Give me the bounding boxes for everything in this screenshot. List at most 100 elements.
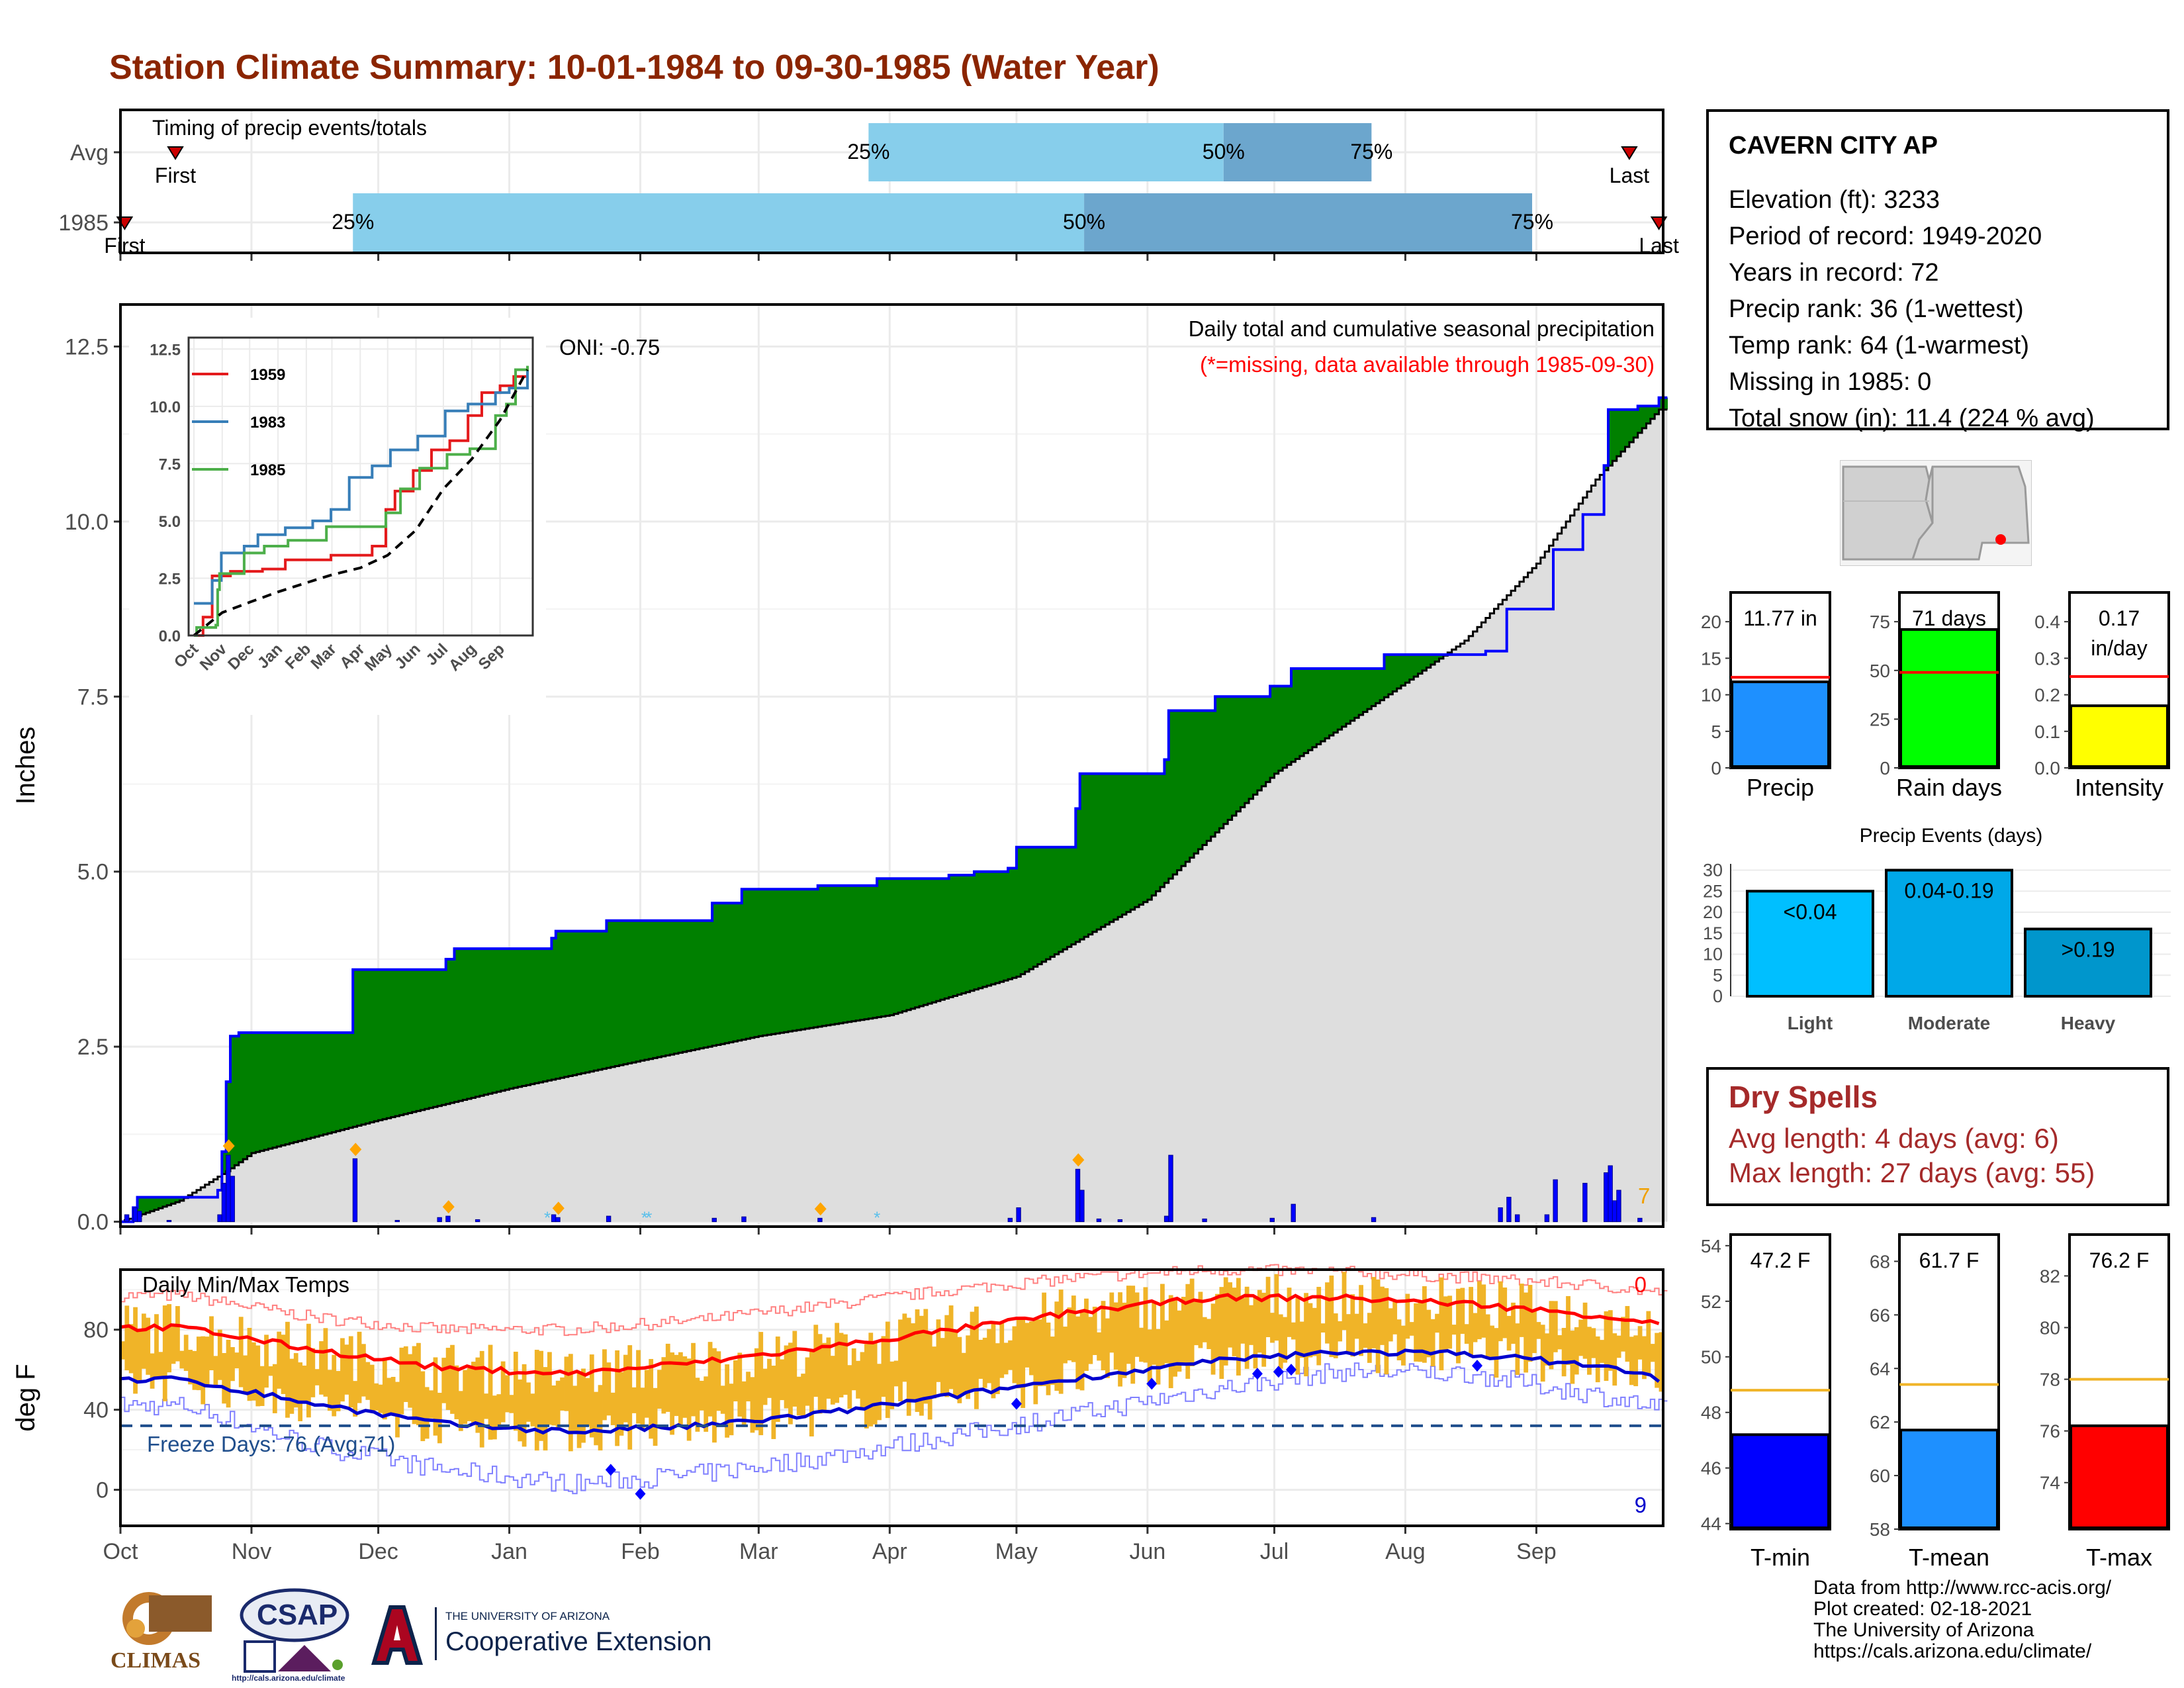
above-normal-fill <box>868 885 874 1019</box>
daily-temp-bar <box>188 1350 193 1385</box>
csap-url: http://cals.arizona.edu/climate <box>232 1673 345 1683</box>
above-normal-fill <box>822 885 827 1026</box>
daily-temp-bar <box>649 1358 654 1439</box>
daily-temp-bar <box>995 1343 1000 1395</box>
station-info-box: CAVERN CITY AP Elevation (ft): 3233 Peri… <box>1706 109 2169 432</box>
daily-temp-bar <box>843 1334 848 1395</box>
daily-temp-bar <box>1320 1323 1326 1333</box>
daily-temp-bar <box>1312 1307 1317 1356</box>
above-normal-fill <box>771 889 776 1035</box>
daily-temp-bar <box>513 1351 518 1431</box>
daily-temp-bar <box>255 1345 261 1407</box>
above-normal-fill <box>872 885 878 1018</box>
month-tick-label: Sep <box>1516 1539 1557 1564</box>
daily-temp-bar <box>1024 1323 1030 1368</box>
stat-bar-category-label: Intensity <box>2075 774 2163 801</box>
footer-line: Data from http://www.rcc-acis.org/ <box>1813 1577 2112 1599</box>
above-normal-fill <box>1354 669 1359 718</box>
precip-event-category: Moderate <box>1908 1013 1990 1033</box>
above-normal-fill <box>733 903 738 1042</box>
above-normal-fill <box>1029 847 1034 970</box>
daily-temp-bar <box>780 1359 785 1401</box>
stat-bar-value <box>1899 628 1999 768</box>
daily-temp-bar <box>183 1335 189 1372</box>
daily-temp-bar <box>1177 1310 1182 1372</box>
above-normal-fill <box>923 878 929 1006</box>
above-normal-fill <box>255 1033 261 1152</box>
daily-temp-bar <box>631 1387 637 1413</box>
above-normal-fill <box>720 903 725 1045</box>
daily-temp-bar <box>306 1323 311 1418</box>
temp-frame <box>119 1268 1664 1527</box>
above-normal-fill <box>424 969 430 1109</box>
daily-temp-bar <box>653 1387 658 1446</box>
daily-precip-bar <box>230 1176 235 1223</box>
daily-temp-bar <box>1545 1333 1549 1366</box>
avg-tmin-line <box>120 1348 1661 1435</box>
stat-bar-tick-label: 5 <box>1711 722 1721 742</box>
timing-p50-label: 50% <box>1203 140 1245 164</box>
daily-temp-bar <box>1456 1288 1461 1364</box>
daily-precip-bar <box>711 1217 717 1223</box>
daily-temp-bar <box>518 1379 523 1442</box>
above-normal-fill <box>1270 686 1275 778</box>
daily-temp-bar <box>1574 1327 1579 1375</box>
above-normal-fill <box>1097 773 1102 930</box>
above-normal-fill <box>141 1197 146 1215</box>
daily-temp-bar <box>1130 1286 1136 1384</box>
trace-snow-marker: * <box>544 1207 551 1227</box>
daily-precip-bar <box>551 1214 557 1223</box>
above-normal-fill <box>589 931 594 1072</box>
precip-y-axis-label: Inches <box>11 727 40 805</box>
daily-precip-bar <box>1291 1203 1296 1223</box>
stat-bar-tick-label: 68 <box>1870 1251 1890 1272</box>
inset-series-line <box>193 369 529 637</box>
stat-bar-tick-label: 66 <box>1870 1305 1890 1325</box>
daily-precip-bar <box>394 1219 400 1223</box>
record-low-marker <box>635 1487 646 1500</box>
daily-temp-bar <box>615 1350 619 1446</box>
daily-temp-bar <box>923 1309 929 1404</box>
stat-bar-value-unit: in/day <box>2091 636 2147 660</box>
daily-temp-bar <box>1152 1301 1157 1365</box>
above-normal-fill <box>911 878 916 1009</box>
above-normal-fill <box>327 1033 332 1134</box>
page-title: Station Climate Summary: 10-01-1984 to 0… <box>109 48 1160 87</box>
daily-temp-bar <box>277 1331 282 1389</box>
above-normal-fill <box>572 931 578 1076</box>
daily-precip-bar <box>1269 1217 1275 1223</box>
daily-temp-bar <box>1088 1317 1093 1364</box>
above-normal-fill <box>1257 696 1262 791</box>
daily-temp-bar <box>1219 1287 1224 1380</box>
daily-temp-bar <box>1490 1325 1494 1359</box>
above-normal-fill <box>636 920 641 1062</box>
dry-spell-avg: Avg length: 4 days (avg: 6) <box>1729 1123 2059 1154</box>
daily-temp-bar <box>1498 1281 1503 1342</box>
daily-temp-bar <box>327 1370 332 1411</box>
daily-temp-bar <box>1477 1281 1482 1340</box>
daily-temp-bar <box>1101 1301 1106 1371</box>
daily-temp-bar <box>420 1371 426 1442</box>
above-normal-fill <box>332 1033 337 1133</box>
stat-bar-category-label: Precip <box>1747 774 1814 801</box>
above-normal-fill <box>475 949 480 1097</box>
stat-bar-tick-label: 15 <box>1701 648 1721 669</box>
above-normal-fill <box>1134 773 1140 908</box>
daily-temp-bar <box>737 1352 743 1417</box>
record-low-marker <box>1146 1378 1158 1390</box>
above-normal-fill <box>1164 759 1169 883</box>
stat-bar-tick-label: 75 <box>1870 612 1890 632</box>
daily-temp-bar <box>1464 1324 1469 1344</box>
daily-temp-bar <box>1621 1317 1625 1352</box>
station-name: CAVERN CITY AP <box>1729 132 1938 160</box>
above-normal-fill <box>1063 847 1068 950</box>
daily-temp-bar <box>1037 1319 1042 1387</box>
daily-temp-bar <box>851 1348 856 1391</box>
above-normal-fill <box>230 1036 236 1168</box>
above-normal-fill <box>264 1033 269 1150</box>
above-normal-fill <box>737 903 743 1041</box>
timing-bar-25-50 <box>353 193 1085 252</box>
above-normal-fill <box>463 949 468 1100</box>
inset-y-tick-label: 10.0 <box>150 399 181 416</box>
last-event-marker <box>1621 146 1638 160</box>
